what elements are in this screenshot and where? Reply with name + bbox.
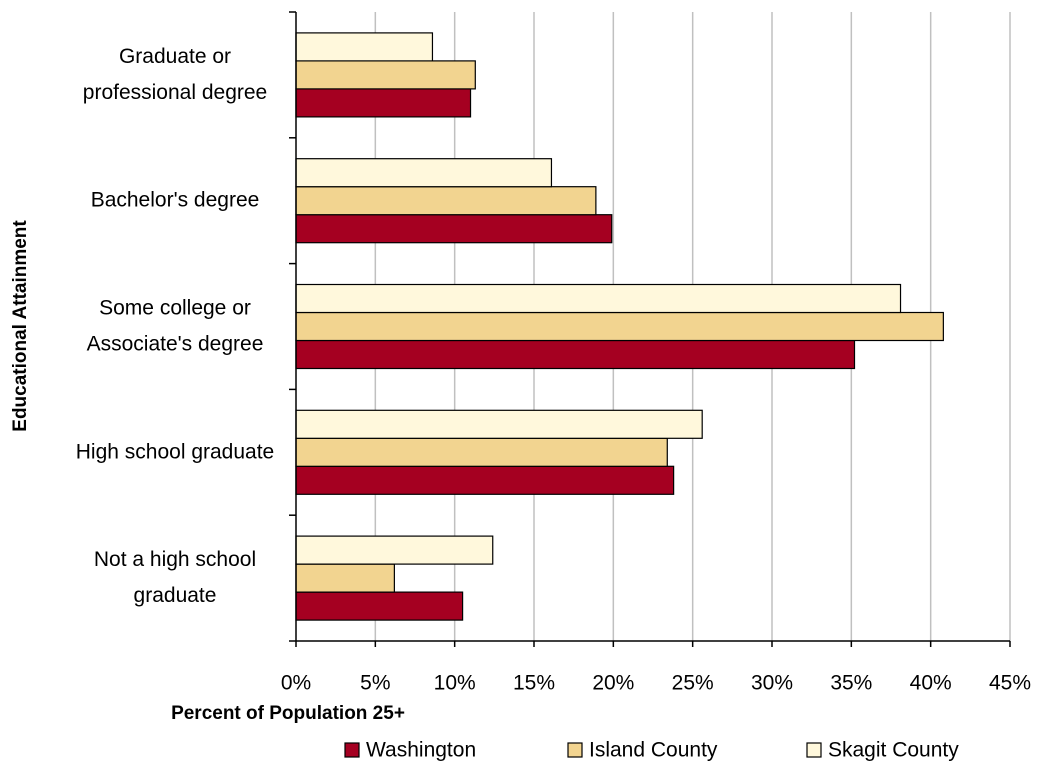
bar — [295, 465, 675, 495]
y-axis-title: Educational Attainment — [10, 220, 31, 432]
x-tick-label: 5% — [360, 672, 390, 695]
category-label: Some college or Associate's degree — [87, 296, 264, 355]
bar — [295, 214, 613, 244]
bar — [295, 409, 703, 439]
legend-label: Washington — [366, 739, 476, 762]
x-tick-label: 0% — [281, 672, 311, 695]
legend-label: Skagit County — [828, 739, 959, 762]
x-tick-label: 25% — [672, 672, 714, 695]
x-tick-label: 10% — [434, 672, 476, 695]
category-label: Bachelor's degree — [91, 188, 260, 211]
category-label: Not a high school graduate — [94, 548, 256, 607]
x-tick-label: 35% — [830, 672, 872, 695]
bar — [295, 32, 434, 62]
legend-swatch — [567, 742, 583, 758]
bar — [295, 88, 472, 118]
x-tick-label: 30% — [751, 672, 793, 695]
bar — [295, 339, 856, 370]
bar — [295, 437, 668, 467]
x-tick-label: 15% — [513, 672, 555, 695]
bar — [295, 563, 395, 593]
x-tick-label: 45% — [989, 672, 1031, 695]
legend-label: Island County — [589, 739, 718, 762]
bar — [295, 311, 944, 342]
category-label: Graduate or professional degree — [83, 44, 267, 103]
bar — [295, 158, 553, 188]
legend-swatch — [344, 742, 360, 758]
category-label: High school graduate — [76, 440, 274, 463]
bar — [295, 591, 464, 621]
legend-swatch — [806, 742, 822, 758]
bar — [295, 535, 494, 565]
x-axis-title: Percent of Population 25+ — [171, 703, 405, 724]
bar — [295, 283, 902, 314]
x-tick-label: 20% — [592, 672, 634, 695]
x-tick-label: 40% — [910, 672, 952, 695]
bar — [295, 60, 476, 90]
bar — [295, 186, 597, 216]
